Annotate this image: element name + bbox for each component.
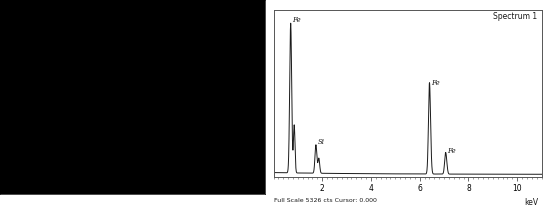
Text: Full Scale 5326 cts Cursor: 0.000: Full Scale 5326 cts Cursor: 0.000 <box>274 198 376 203</box>
Text: Fe: Fe <box>292 16 301 24</box>
Text: Fe: Fe <box>447 147 456 155</box>
Text: keV: keV <box>525 198 539 207</box>
Text: Si: Si <box>317 138 324 146</box>
Text: Fe: Fe <box>431 79 439 87</box>
Text: Spectrum 1: Spectrum 1 <box>493 12 538 21</box>
